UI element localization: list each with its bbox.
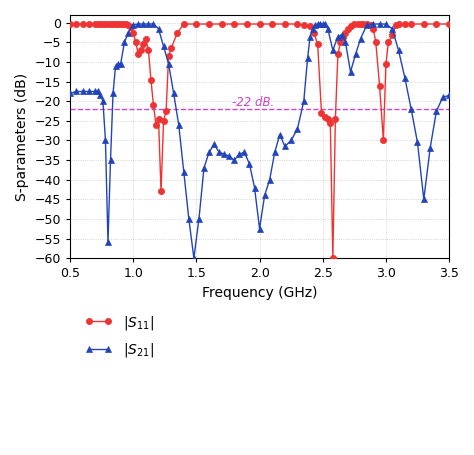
- $|S_{21}|$: [408, 106, 414, 112]
- $|S_{21}|$: [136, 21, 141, 27]
- $|S_{21}|$: [335, 34, 341, 39]
- $|S_{11}|$: [206, 21, 212, 27]
- $|S_{21}|$: [446, 93, 452, 98]
- $|S_{11}|$: [140, 42, 146, 47]
- $|S_{11}|$: [446, 21, 452, 27]
- $|S_{21}|$: [191, 255, 197, 261]
- $|S_{21}|$: [364, 22, 370, 28]
- $|S_{11}|$: [364, 21, 370, 27]
- $|S_{11}|$: [358, 21, 364, 27]
- Line: $|S_{21}|$: $|S_{21}|$: [67, 21, 452, 261]
- $|S_{11}|$: [130, 30, 136, 35]
- $|S_{21}|$: [67, 91, 73, 96]
- $|S_{21}|$: [277, 132, 283, 137]
- Line: $|S_{11}|$: $|S_{11}|$: [67, 21, 452, 261]
- X-axis label: Frequency (GHz): Frequency (GHz): [202, 286, 317, 300]
- $|S_{11}|$: [138, 48, 144, 53]
- Y-axis label: S-parameters (dB): S-parameters (dB): [15, 72, 29, 201]
- $|S_{21}|$: [307, 34, 313, 39]
- $|S_{11}|$: [330, 255, 336, 261]
- $|S_{11}|$: [67, 21, 73, 27]
- $|S_{21}|$: [389, 26, 395, 31]
- Legend: $|S_{11}|$, $|S_{21}|$: $|S_{11}|$, $|S_{21}|$: [84, 313, 155, 359]
- Text: -22 dB.: -22 dB.: [232, 96, 274, 109]
